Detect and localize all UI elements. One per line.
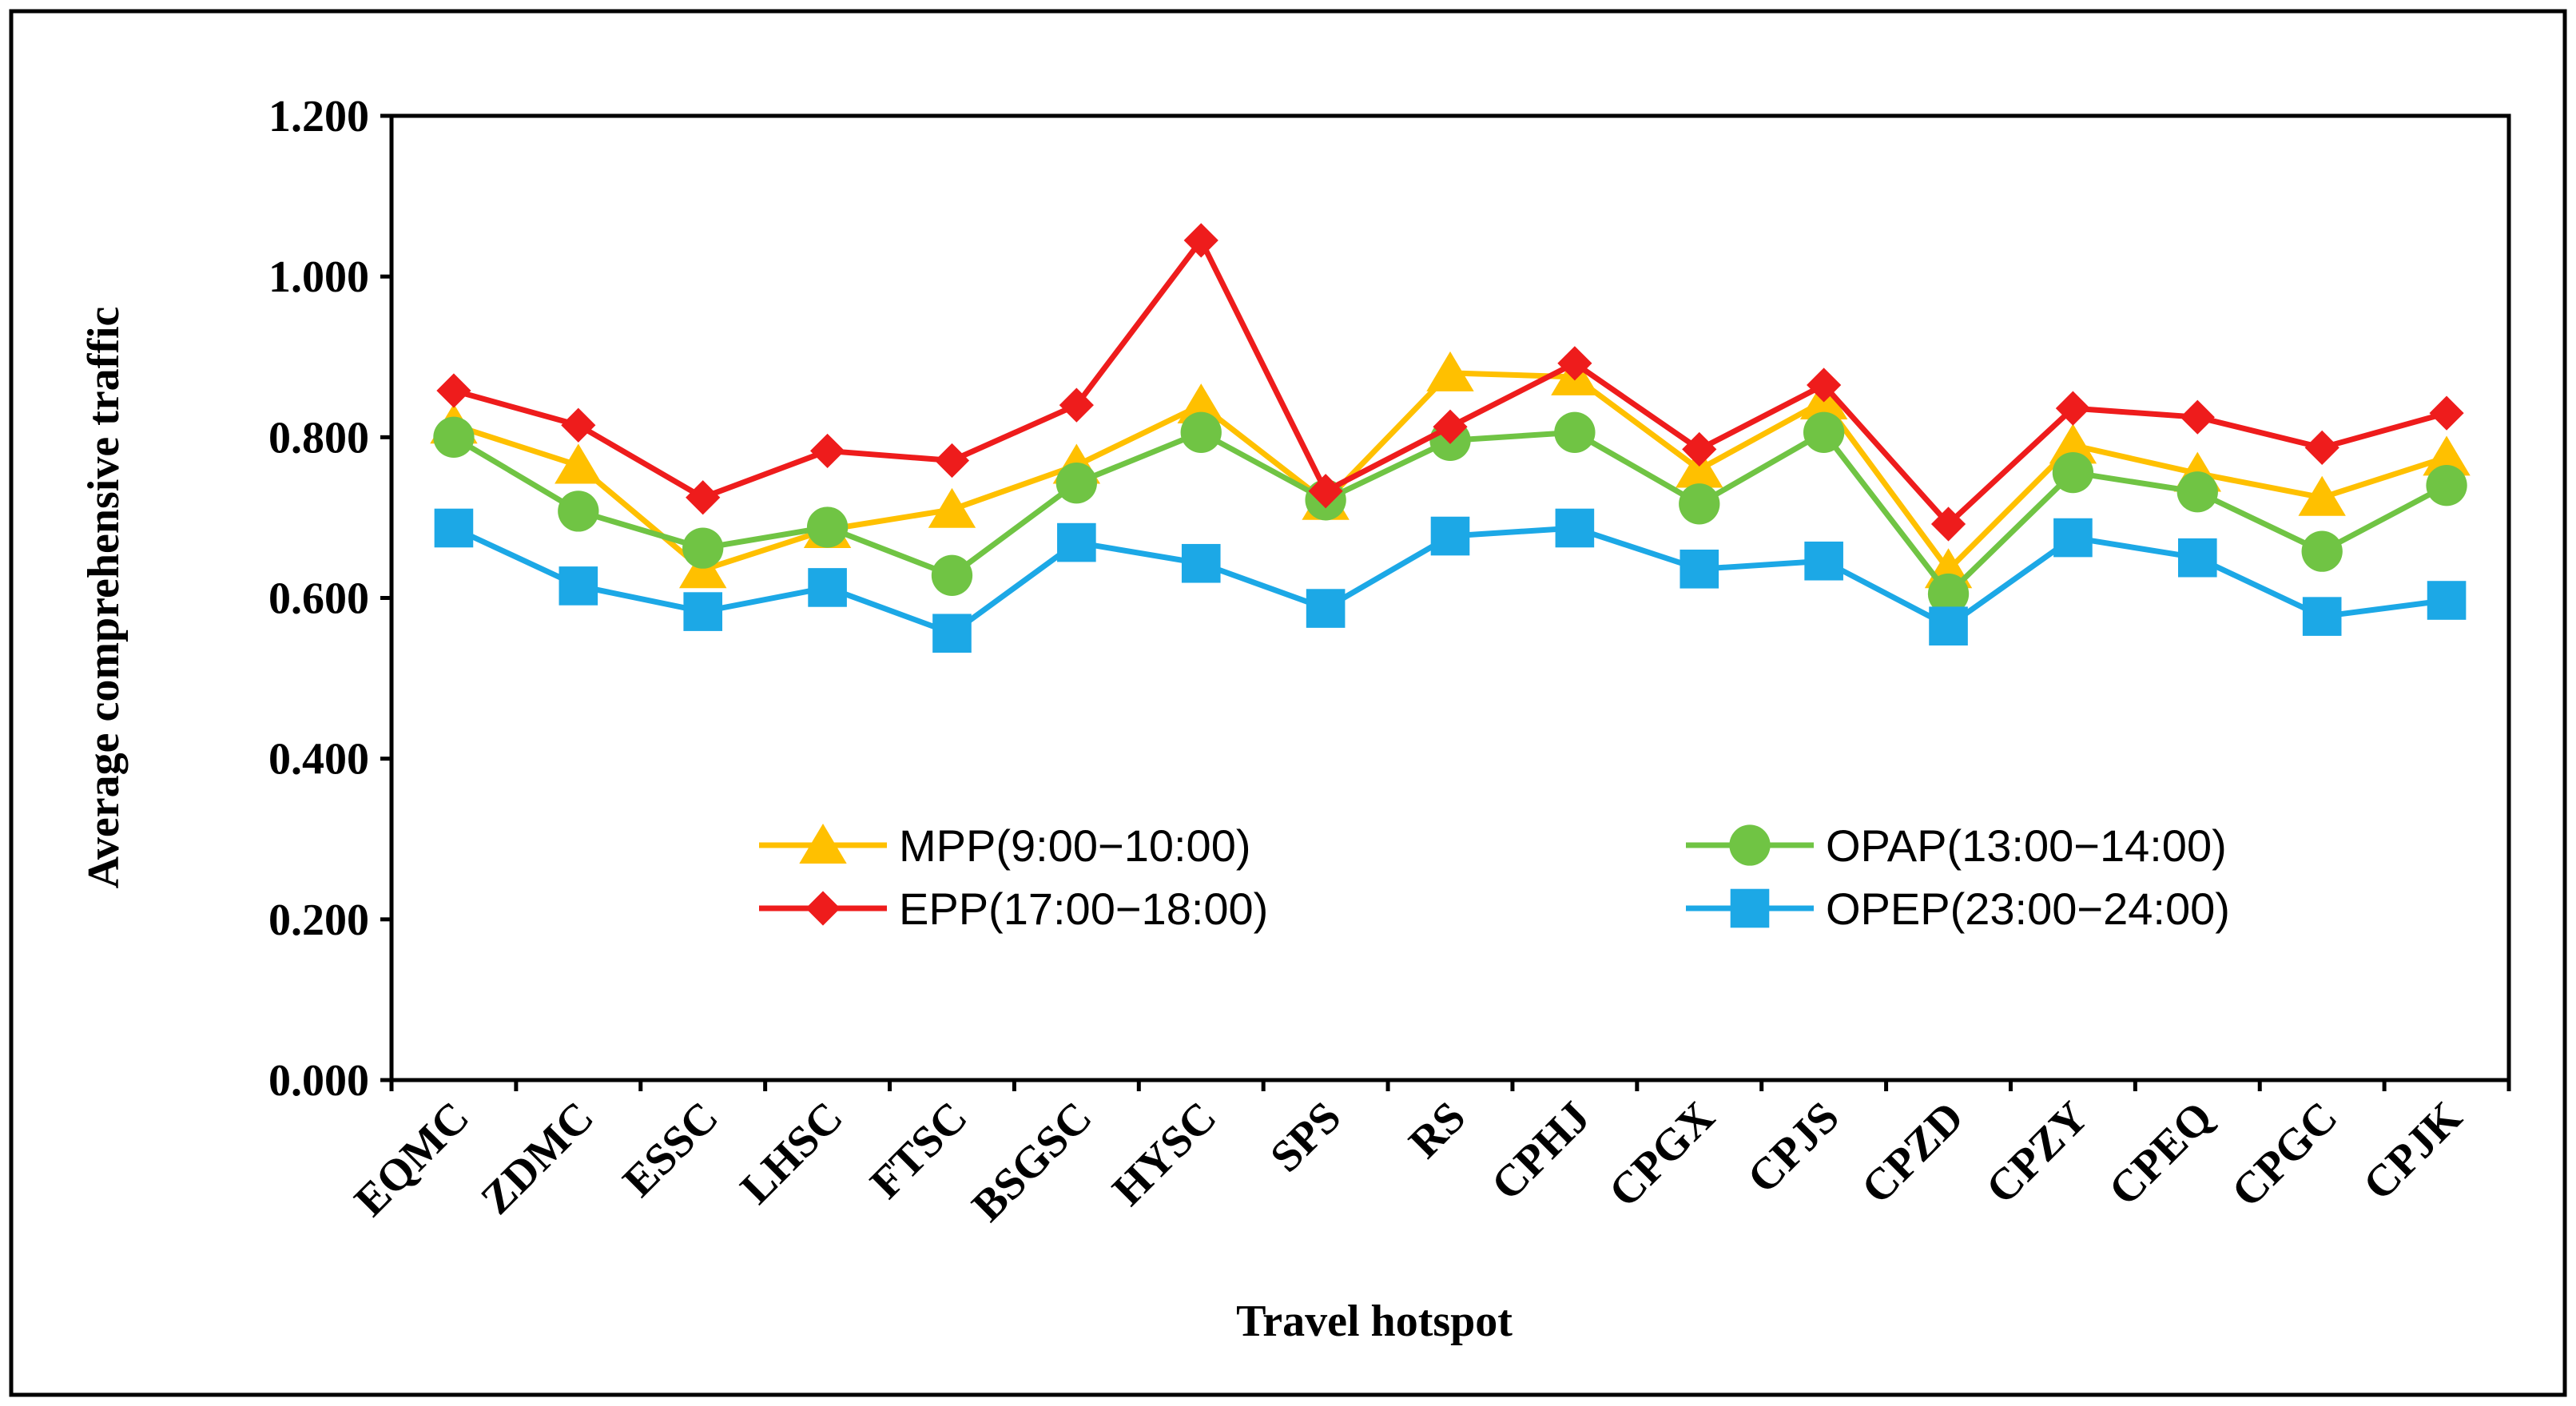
y-axis-title: Average comprehensive traffic <box>79 307 129 889</box>
data-point-triangle <box>2049 423 2097 464</box>
data-point-diamond <box>1183 223 1218 258</box>
legend-marker-square <box>1730 888 1770 928</box>
figure-frame <box>9 9 2567 1397</box>
data-point-circle <box>1180 411 1222 453</box>
data-point-circle <box>2426 465 2467 506</box>
y-tick-label: 1.200 <box>268 92 369 141</box>
data-point-diamond <box>1807 367 1842 403</box>
data-point-diamond <box>2429 395 2464 431</box>
series-layer <box>430 223 2471 653</box>
data-point-square <box>1804 541 1843 581</box>
data-point-circle <box>2176 471 2218 513</box>
data-point-diamond <box>2055 391 2091 426</box>
legend-marker-diamond <box>805 891 841 926</box>
x-axis-title: Travel hotspot <box>1236 1297 1513 1346</box>
data-point-square <box>1929 606 1968 646</box>
data-point-square <box>808 568 847 607</box>
y-tick-label: 0.600 <box>268 574 369 624</box>
data-point-circle <box>2052 451 2094 494</box>
legend-item: MPP(9:00−10:00) <box>759 820 1250 871</box>
legend-item: OPAP(13:00−14:00) <box>1686 820 2227 871</box>
data-point-triangle <box>2298 475 2346 516</box>
data-point-diamond <box>1059 387 1094 423</box>
data-point-diamond <box>2180 399 2215 435</box>
legend-label: EPP(17:00−18:00) <box>899 884 1268 934</box>
data-point-square <box>2427 581 2467 620</box>
legend-label: OPAP(13:00−14:00) <box>1826 820 2227 871</box>
legend-label: OPEP(23:00−24:00) <box>1826 884 2230 934</box>
data-point-square <box>2053 518 2093 558</box>
y-tick-label: 0.800 <box>268 413 369 463</box>
data-point-diamond <box>561 407 596 443</box>
legend-item: OPEP(23:00−24:00) <box>1686 884 2230 934</box>
data-point-square <box>1680 549 1719 589</box>
data-point-diamond <box>1308 474 1343 509</box>
data-point-circle <box>1679 483 1720 525</box>
data-point-square <box>1057 522 1096 562</box>
y-tick-label: 0.000 <box>268 1056 369 1106</box>
data-point-square <box>1181 543 1221 583</box>
legend-item: EPP(17:00−18:00) <box>759 884 1268 934</box>
data-point-circle <box>1055 463 1098 504</box>
data-point-circle <box>433 416 475 458</box>
data-point-circle <box>931 554 973 596</box>
y-tick-label: 1.000 <box>268 252 369 302</box>
legend-label: MPP(9:00−10:00) <box>899 820 1250 871</box>
data-point-diamond <box>1433 409 1468 444</box>
data-point-circle <box>2301 530 2343 572</box>
legend-marker-triangle <box>799 824 847 864</box>
y-tick-label: 0.200 <box>268 896 369 945</box>
data-point-diamond <box>934 443 970 479</box>
data-point-diamond <box>436 373 471 408</box>
y-tick-label: 0.400 <box>268 735 369 784</box>
data-point-square <box>683 592 723 631</box>
series-square <box>434 508 2467 653</box>
legend: MPP(9:00−10:00) OPAP(13:00−14:00) EPP(17:0… <box>759 820 2230 934</box>
data-point-square <box>932 614 972 653</box>
legend-marker-circle <box>1729 824 1771 866</box>
data-point-diamond <box>686 480 721 515</box>
data-point-circle <box>806 506 849 548</box>
data-point-diamond <box>2304 430 2339 466</box>
data-point-circle <box>1927 573 1970 615</box>
data-point-circle <box>1554 411 1596 453</box>
data-point-diamond <box>1682 431 1717 467</box>
data-point-triangle <box>1177 383 1225 424</box>
data-point-triangle <box>1676 447 1723 488</box>
data-point-square <box>2177 538 2217 578</box>
data-point-triangle <box>928 487 976 528</box>
data-point-circle <box>558 491 599 532</box>
data-point-square <box>2302 597 2342 636</box>
data-point-square <box>1555 508 1595 548</box>
data-point-diamond <box>809 433 845 469</box>
data-point-triangle <box>1426 351 1474 391</box>
data-point-diamond <box>1557 346 1592 381</box>
data-point-triangle <box>2423 435 2471 476</box>
data-point-square <box>1430 516 1470 556</box>
data-point-triangle <box>555 443 602 484</box>
series-diamond <box>436 223 2464 542</box>
data-point-square <box>1306 589 1346 628</box>
y-axis-ticks: 0.000 0.200 0.400 0.600 0.800 1.000 1.200 <box>268 92 392 1106</box>
data-point-circle <box>1803 411 1845 453</box>
data-point-circle <box>682 527 724 569</box>
data-point-diamond <box>1930 506 1966 542</box>
data-point-square <box>434 508 474 548</box>
data-point-square <box>559 566 598 606</box>
